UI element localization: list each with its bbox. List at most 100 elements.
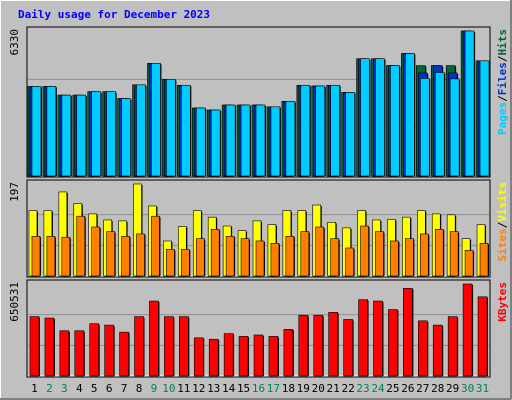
bar-kbytes-kbytes-28 — [432, 324, 444, 377]
bar-fill — [388, 309, 398, 377]
x-tick-label-3: 3 — [61, 382, 68, 395]
bar-visits_sites-sites-25 — [390, 240, 400, 277]
bar-visits_sites-sites-24 — [375, 231, 385, 277]
bar-fill — [285, 236, 295, 277]
bar-fill — [375, 231, 384, 277]
bar-fill — [59, 330, 70, 377]
x-tick-label-14: 14 — [222, 382, 236, 395]
x-tick-label-18: 18 — [282, 382, 295, 395]
bar-kbytes-kbytes-3 — [59, 330, 70, 377]
bar-fill — [464, 30, 475, 177]
bar-kbytes-kbytes-31 — [477, 296, 489, 377]
bar-fill — [119, 331, 129, 377]
bar-fill — [76, 215, 86, 277]
bar-visits_sites-sites-6 — [106, 231, 116, 277]
bar-fill — [61, 236, 71, 277]
bar-fill — [240, 238, 250, 277]
bar-pages_files_hits-pages-23 — [360, 58, 371, 177]
x-tick-label-1: 1 — [31, 382, 38, 395]
bar-fill — [477, 296, 488, 377]
bar-fill — [179, 316, 189, 377]
bar-fill — [91, 91, 102, 177]
right-label-part-pages_files_hits-2: Files — [496, 62, 509, 95]
bar-visits_sites-sites-21 — [330, 238, 340, 277]
bar-kbytes-kbytes-17 — [268, 336, 279, 377]
bar-visits_sites-sites-2 — [46, 236, 56, 277]
bar-fill — [449, 231, 459, 277]
x-tick-label-20: 20 — [312, 382, 325, 395]
bar-fill — [419, 233, 429, 277]
x-tick-label-31: 31 — [476, 382, 489, 395]
x-tick-label-16: 16 — [252, 382, 265, 395]
bar-fill — [255, 240, 265, 277]
bar-kbytes-kbytes-16 — [253, 334, 264, 377]
bar-kbytes-kbytes-15 — [238, 336, 250, 377]
x-tick-label-9: 9 — [151, 382, 158, 395]
bar-kbytes-kbytes-1 — [29, 316, 40, 377]
bar-kbytes-kbytes-19 — [298, 314, 309, 377]
bar-visits_sites-sites-4 — [76, 215, 86, 277]
bar-fill — [181, 249, 190, 277]
bar-visits_sites-sites-29 — [449, 231, 460, 277]
panel-visits_sites: 197 Sites/Visits — [8, 179, 509, 278]
bar-fill — [419, 78, 430, 177]
bar-visits_sites-sites-31 — [479, 243, 490, 277]
bar-visits_sites-sites-13 — [210, 228, 221, 277]
bar-visits_sites-sites-1 — [31, 236, 41, 277]
bar-pages_files_hits-pages-16 — [255, 104, 266, 177]
bar-fill — [136, 233, 145, 277]
bar-fill — [315, 226, 325, 277]
bar-fill — [210, 109, 221, 177]
bar-visits_sites-sites-3 — [61, 236, 71, 277]
bar-visits_sites-sites-10 — [166, 249, 176, 277]
bar-pages_files_hits-pages-12 — [195, 107, 207, 177]
bar-pages_files_hits-pages-26 — [405, 53, 416, 177]
chart-panels: 6330Pages/Files/Hits197Sites/Visits65053… — [8, 26, 509, 378]
x-tick-label-6: 6 — [106, 382, 113, 395]
bar-fill — [208, 338, 219, 377]
x-tick-label-17: 17 — [267, 382, 280, 395]
bar-kbytes-kbytes-2 — [44, 317, 55, 377]
bar-kbytes-kbytes-14 — [223, 333, 235, 377]
bar-kbytes-kbytes-29 — [447, 316, 459, 377]
right-label-part-pages_files_hits-0: Pages — [496, 102, 509, 135]
bar-fill — [447, 316, 458, 377]
bar-fill — [343, 319, 353, 377]
x-tick-label-19: 19 — [297, 382, 310, 395]
bar-fill — [195, 238, 205, 277]
bar-kbytes-kbytes-24 — [373, 300, 384, 377]
bar-fill — [315, 85, 326, 177]
bar-fill — [479, 60, 490, 177]
x-tick-label-10: 10 — [162, 382, 175, 395]
bar-fill — [479, 243, 489, 277]
bar-fill — [104, 324, 114, 377]
bar-fill — [464, 250, 474, 277]
bar-visits_sites-sites-15 — [240, 238, 251, 277]
x-tick-label-13: 13 — [207, 382, 220, 395]
bar-fill — [253, 334, 264, 377]
bar-pages_files_hits-pages-29 — [449, 78, 461, 177]
bar-visits_sites-sites-22 — [345, 247, 355, 277]
x-tick-label-12: 12 — [192, 382, 205, 395]
bar-fill — [360, 225, 369, 277]
bar-fill — [298, 314, 309, 377]
x-tick-label-15: 15 — [237, 382, 250, 395]
bar-kbytes-kbytes-23 — [358, 299, 369, 377]
bar-pages_files_hits-pages-11 — [181, 84, 192, 177]
bar-fill — [432, 324, 443, 377]
bar-fill — [375, 58, 385, 177]
x-axis-labels: 1 2 3 4 5 6 7 8 9 10 11 12 13 14 15 16 17 18 19 20 21 22 23 24 2… — [31, 382, 489, 395]
bar-pages_files_hits-pages-7 — [121, 98, 132, 177]
bar-visits_sites-sites-12 — [195, 238, 206, 277]
x-tick-label-22: 22 — [341, 382, 354, 395]
bar-fill — [106, 91, 116, 177]
bar-fill — [166, 79, 176, 177]
x-tick-label-5: 5 — [91, 382, 98, 395]
bar-fill — [195, 107, 206, 177]
bar-kbytes-kbytes-26 — [403, 288, 414, 377]
bar-fill — [91, 226, 101, 277]
bar-fill — [313, 314, 324, 377]
bar-fill — [285, 101, 296, 177]
